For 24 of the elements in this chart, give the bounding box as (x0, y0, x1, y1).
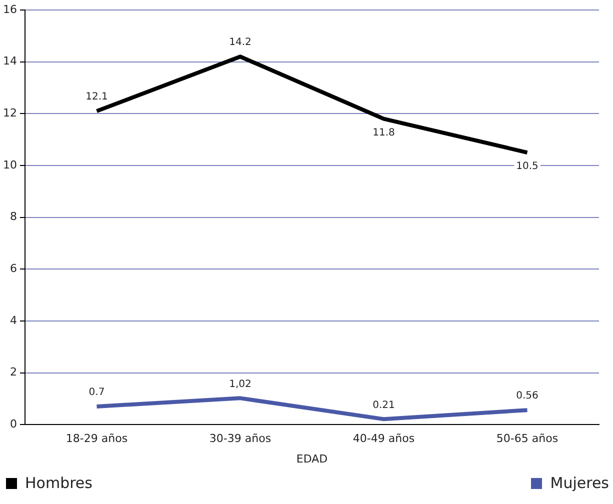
y-tick-label: 4 (10, 314, 17, 327)
y-tick-label: 12 (2, 106, 17, 120)
data-label: 12.1 (86, 92, 108, 103)
y-tick-label: 2 (10, 366, 17, 379)
x-tick-label: 18-29 años (66, 432, 128, 446)
data-label: 0.7 (88, 387, 105, 398)
y-tick-label: 0 (10, 417, 17, 430)
legend-label: Mujeres (550, 474, 609, 492)
y-tick-label: 16 (2, 2, 17, 16)
data-label: 0.56 (516, 390, 538, 402)
x-tick-label: 30-39 años (209, 432, 272, 446)
y-tick-label: 10 (2, 158, 17, 172)
legend-label: Hombres (25, 474, 92, 492)
data-label: 0.21 (372, 400, 395, 411)
x-tick-label: 50-65 años (496, 432, 558, 446)
x-tick-label: 40-49 años (352, 432, 415, 446)
data-label: 10.5 (516, 161, 538, 172)
data-label: 1,02 (229, 378, 252, 390)
data-label: 11.8 (372, 127, 395, 138)
y-tick-label: 6 (10, 262, 17, 275)
y-tick-label: 8 (10, 210, 17, 224)
y-tick-label: 14 (2, 54, 17, 68)
x-axis-title: EDAD (296, 452, 328, 466)
data-label: 14.2 (229, 37, 252, 48)
